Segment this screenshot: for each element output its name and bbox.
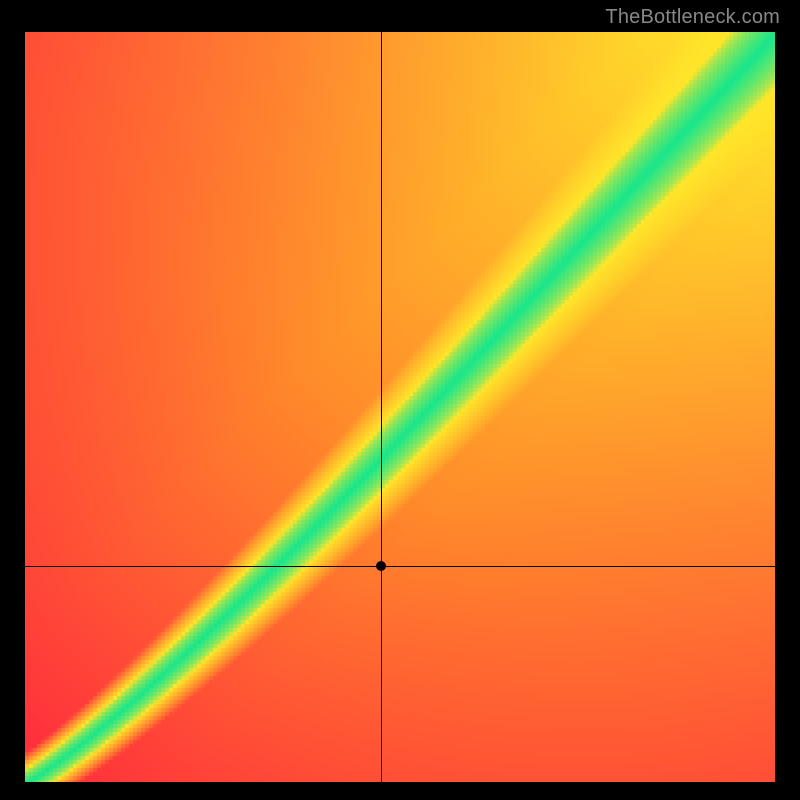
plot-area [25, 32, 775, 782]
heatmap-canvas [25, 32, 775, 782]
crosshair-horizontal [25, 566, 775, 567]
watermark-text: TheBottleneck.com [605, 6, 780, 29]
data-point-marker [376, 561, 386, 571]
crosshair-vertical [381, 32, 382, 782]
chart-container: TheBottleneck.com [0, 0, 800, 800]
